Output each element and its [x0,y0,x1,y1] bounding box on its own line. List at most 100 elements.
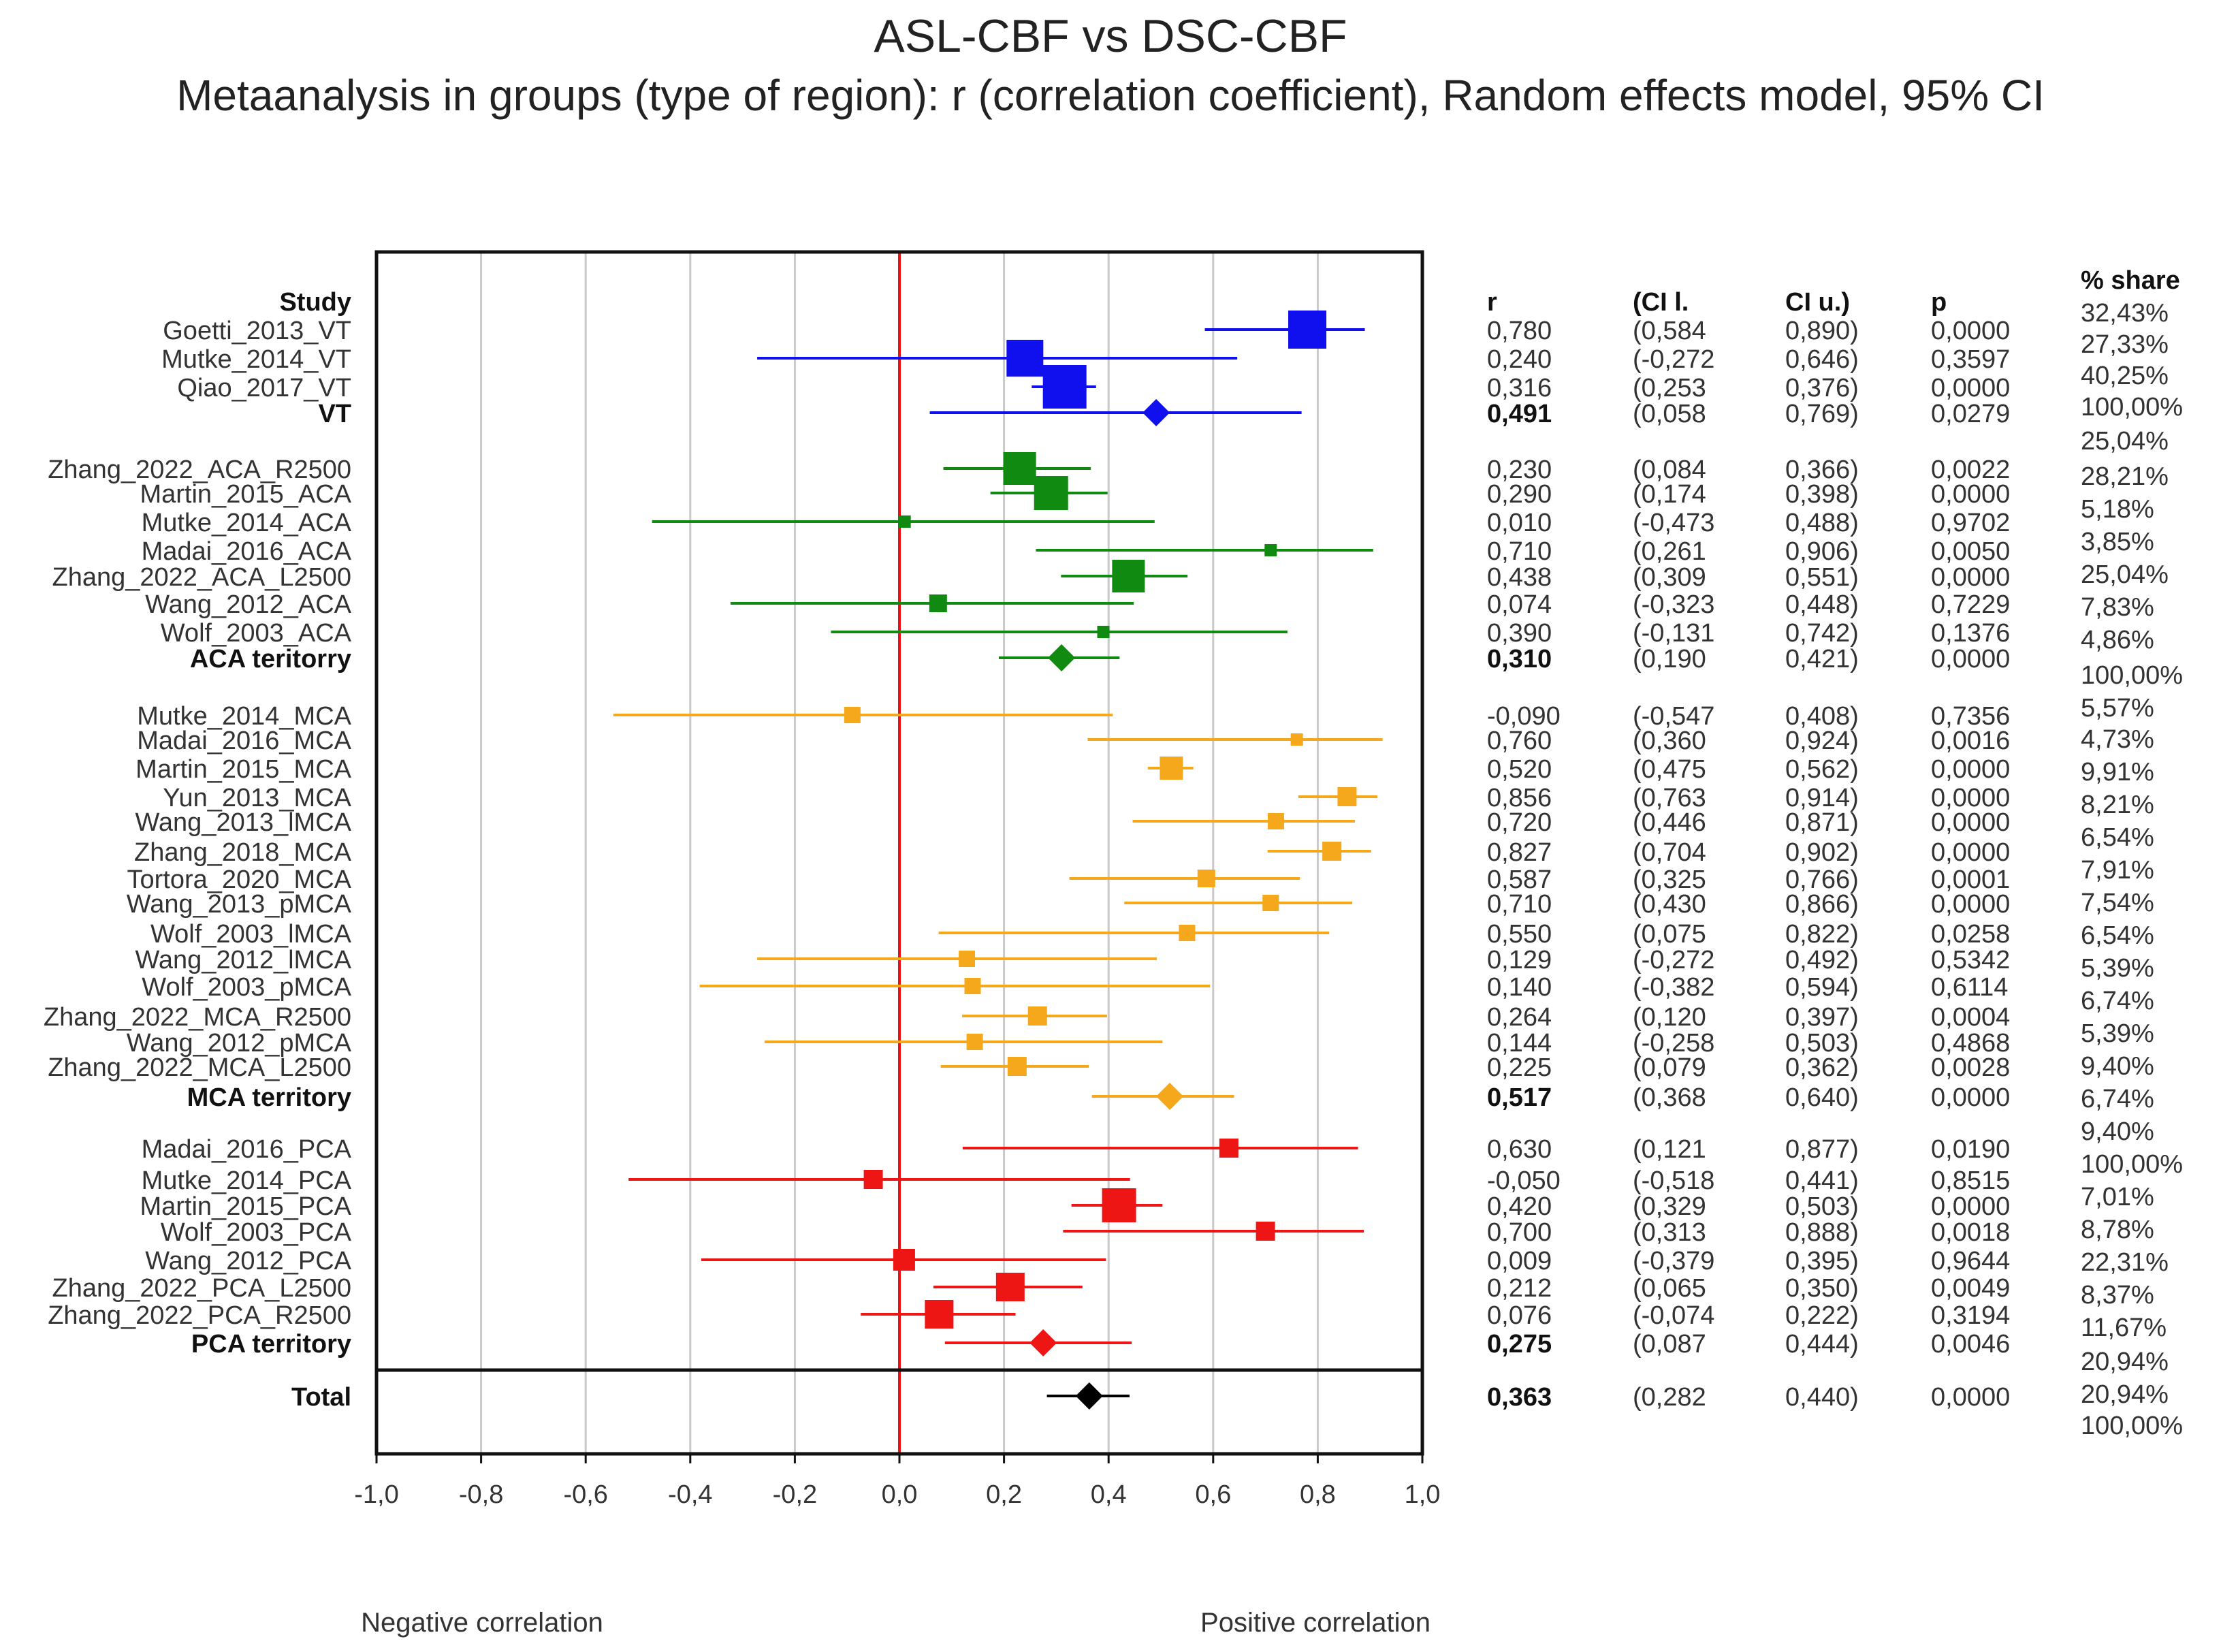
value-ci-upper: 0,492) [1785,946,1859,974]
effect-square [1027,1006,1047,1026]
study-label: MCA territory [187,1083,351,1112]
value-r: 0,240 [1487,345,1552,374]
value-share: 100,00% [2081,393,2183,422]
value-r: 0,520 [1487,755,1552,784]
value-r: -0,090 [1487,702,1561,731]
value-share: 11,67% [2081,1314,2167,1342]
study-label: Zhang_2022_ACA_R2500 [48,456,351,484]
study-label: Wang_2013_pMCA [127,890,352,919]
value-share: 7,83% [2081,593,2154,622]
value-ci-lower: (0,282 [1633,1383,1706,1412]
value-p: 0,7229 [1931,590,2010,619]
header-p: p [1931,288,1947,317]
value-p: 0,0001 [1931,865,2010,894]
x-tick-label: -1,0 [354,1480,398,1509]
plot-frame [374,250,1424,1456]
value-ci-lower: (0,584 [1633,317,1706,345]
study-label: Martin_2015_PCA [140,1192,351,1221]
header-ci-lower: (CI l. [1633,288,1689,317]
study-label: Wang_2012_lMCA [135,946,351,974]
value-ci-lower: (0,446 [1633,808,1706,837]
value-share: 25,04% [2081,427,2169,456]
value-p: 0,0000 [1931,1192,2010,1221]
effect-square [1322,842,1342,861]
value-share: 6,54% [2081,921,2154,950]
value-r: 0,010 [1487,509,1552,537]
value-ci-lower: (0,261 [1633,537,1706,566]
value-p: 0,9644 [1931,1247,2010,1275]
value-share: 5,39% [2081,954,2154,983]
value-ci-lower: (0,058 [1633,400,1706,428]
x-tick-label: -0,8 [459,1480,503,1509]
value-ci-lower: (0,120 [1633,1003,1706,1032]
study-label: Madai_2016_ACA [142,537,352,566]
value-p: 0,0016 [1931,727,2010,755]
study-label: Mutke_2014_VT [161,345,351,374]
effect-square [1219,1139,1239,1158]
value-ci-lower: (0,174 [1633,480,1706,509]
value-share: 5,39% [2081,1019,2154,1048]
value-ci-lower: (-0,272 [1633,345,1714,374]
value-ci-lower: (0,325 [1633,865,1706,894]
effect-square [1097,626,1110,638]
value-r: 0,212 [1487,1274,1552,1303]
effect-square [1006,340,1044,377]
value-share: 9,91% [2081,758,2154,787]
effect-square [1337,787,1357,806]
value-ci-lower: (-0,379 [1633,1247,1714,1275]
value-share: 7,01% [2081,1183,2154,1211]
value-share: 40,25% [2081,362,2169,390]
value-ci-lower: (0,430 [1633,890,1706,919]
value-r: 0,290 [1487,480,1552,509]
x-tick-label: 0,8 [1300,1480,1336,1509]
value-share: 6,74% [2081,1085,2154,1113]
value-p: 0,0004 [1931,1003,2010,1032]
value-share: 8,37% [2081,1281,2154,1309]
value-p: 0,0000 [1931,563,2010,592]
effect-square [964,978,981,994]
value-share: 8,21% [2081,791,2154,819]
effect-square [1262,895,1279,911]
study-label: Wolf_2003_ACA [161,619,352,648]
value-ci-upper: 0,366) [1785,456,1859,484]
value-p: 0,7356 [1931,702,2010,731]
value-ci-upper: 0,488) [1785,509,1859,537]
x-tick-label: -0,6 [563,1480,607,1509]
value-ci-upper: 0,822) [1785,920,1859,949]
effect-square [1179,925,1196,941]
value-share: 20,94% [2081,1348,2169,1376]
study-label: Qiao_2017_VT [177,374,351,402]
value-r: 0,363 [1487,1383,1552,1412]
value-share: 27,33% [2081,330,2169,359]
value-ci-upper: 0,769) [1785,400,1859,428]
x-tick-label: -0,2 [773,1480,817,1509]
value-p: 0,0000 [1931,1383,2010,1412]
x-label-negative: Negative correlation [361,1608,603,1638]
value-ci-upper: 0,222) [1785,1301,1859,1330]
value-ci-lower: (0,763 [1633,784,1706,812]
value-p: 0,0049 [1931,1274,2010,1303]
value-share: 7,91% [2081,856,2154,885]
x-tick-label: 0,6 [1195,1480,1231,1509]
value-r: 0,710 [1487,537,1552,566]
value-p: 0,0000 [1931,784,2010,812]
value-ci-upper: 0,594) [1785,973,1859,1002]
value-ci-lower: (-0,547 [1633,702,1714,731]
value-ci-lower: (0,121 [1633,1135,1706,1164]
value-r: 0,760 [1487,727,1552,755]
header-study: Study [279,288,351,317]
study-label: Total [291,1383,351,1412]
effect-square [925,1300,954,1329]
value-ci-upper: 0,503) [1785,1029,1859,1058]
value-r: 0,390 [1487,619,1552,648]
value-r: 0,856 [1487,784,1552,812]
x-tick-label: 0,0 [882,1480,918,1509]
effect-square [1267,813,1284,829]
value-ci-lower: (0,087 [1633,1330,1706,1359]
value-share: 5,18% [2081,495,2154,524]
value-ci-upper: 0,562) [1785,755,1859,784]
value-r: 0,264 [1487,1003,1552,1032]
value-ci-upper: 0,362) [1785,1053,1859,1082]
value-share: 5,57% [2081,694,2154,722]
value-share: 100,00% [2081,661,2183,690]
